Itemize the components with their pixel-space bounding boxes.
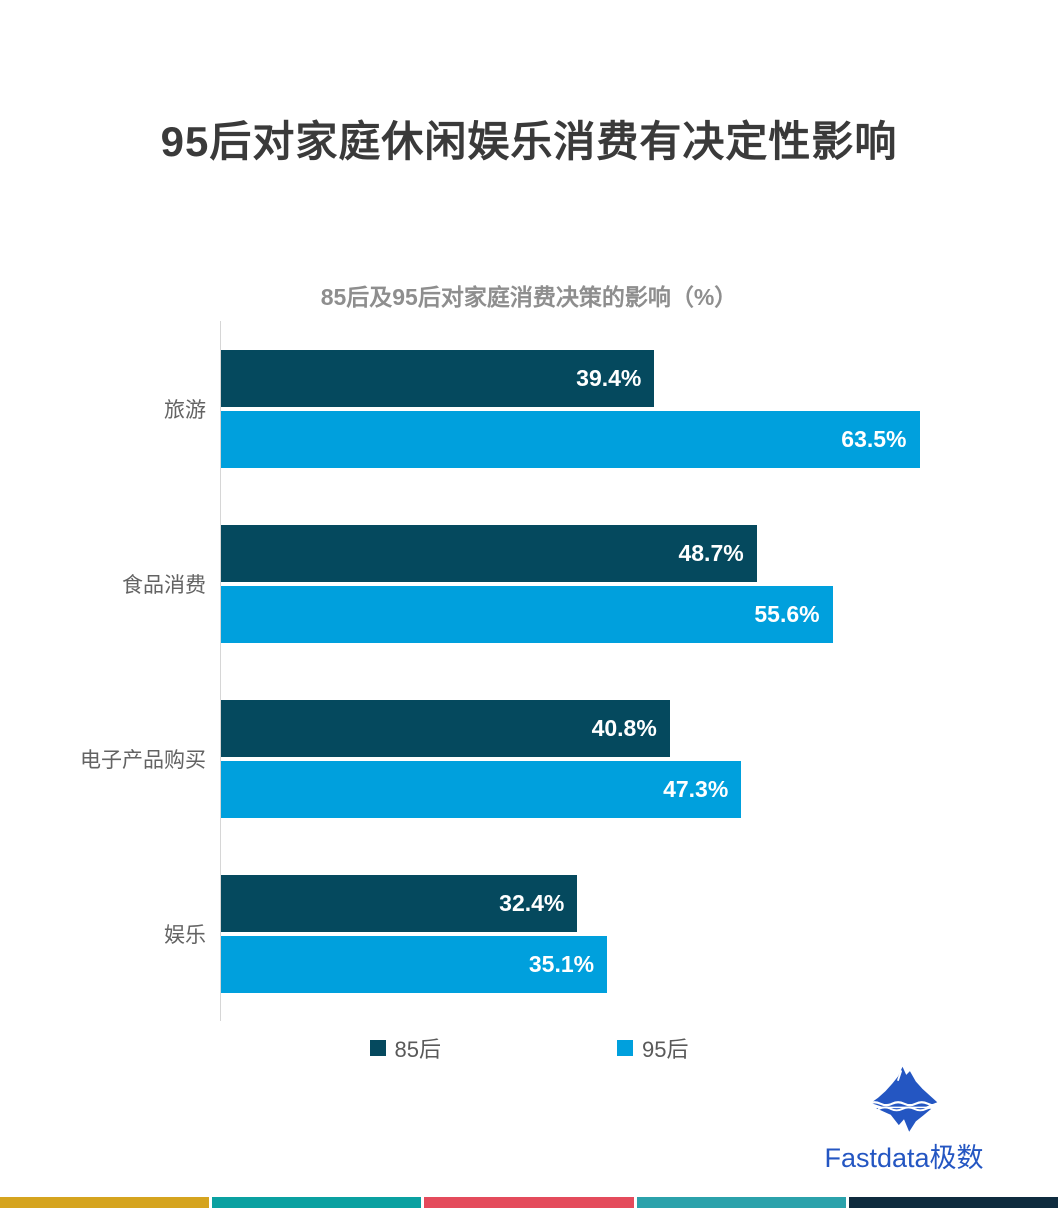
brand-logo: Fastdata极数 bbox=[818, 1066, 990, 1175]
legend-label: 95后 bbox=[642, 1037, 689, 1062]
bar-value-label: 47.3% bbox=[663, 775, 729, 802]
bar-value-label: 35.1% bbox=[528, 950, 595, 977]
footer-bar-segment bbox=[424, 1197, 634, 1208]
footer-bar-segment bbox=[848, 1197, 1058, 1208]
bar-value-label: 63.5% bbox=[841, 425, 907, 452]
category-label: 旅游 bbox=[164, 398, 206, 422]
footer-color-bar bbox=[0, 1197, 1058, 1208]
bar-85后: 39.4% bbox=[221, 349, 655, 407]
bar-value-label: 40.8% bbox=[591, 714, 657, 741]
category-label: 食品消费 bbox=[122, 573, 206, 597]
bar-group: 旅游 39.4% 63.5% bbox=[164, 321, 991, 496]
category-label: 娱乐 bbox=[164, 923, 206, 947]
bar-85后: 40.8% bbox=[221, 699, 670, 757]
brand-name: Fastdata极数 bbox=[824, 1143, 984, 1173]
bar-group: 电子产品购买 40.8% 47.3% bbox=[80, 671, 991, 846]
legend-swatch-icon bbox=[369, 1040, 386, 1056]
legend-item-85后: 85后 bbox=[369, 1032, 441, 1064]
chart-legend: 85后 95后 bbox=[0, 1032, 1058, 1064]
bar-value-label: 39.4% bbox=[576, 364, 642, 391]
footer-bar-segment bbox=[0, 1197, 210, 1208]
bar-95后: 55.6% bbox=[221, 585, 833, 643]
legend-label: 85后 bbox=[394, 1037, 441, 1062]
bar-group: 娱乐 32.4% 35.1% bbox=[164, 846, 991, 1021]
bar-95后: 63.5% bbox=[221, 410, 920, 468]
bar-95后: 47.3% bbox=[221, 760, 742, 818]
bar-85后: 32.4% bbox=[221, 874, 578, 932]
bar-85后: 48.7% bbox=[221, 524, 757, 582]
legend-item-95后: 95后 bbox=[617, 1032, 688, 1064]
footer-bar-segment bbox=[212, 1197, 422, 1208]
chart-title: 85后及95后对家庭消费决策的影响（%） bbox=[320, 284, 738, 310]
bar-value-label: 32.4% bbox=[499, 889, 565, 916]
bar-value-label: 55.6% bbox=[754, 600, 820, 627]
legend-swatch-icon bbox=[617, 1040, 633, 1056]
bar-group: 食品消费 48.7% 55.6% bbox=[122, 496, 991, 671]
bar-value-label: 48.7% bbox=[678, 539, 744, 566]
bar-95后: 35.1% bbox=[221, 935, 608, 993]
category-label: 电子产品购买 bbox=[80, 748, 206, 772]
footer-bar-segment bbox=[636, 1197, 846, 1208]
page-title: 95后对家庭休闲娱乐消费有决定性影响 bbox=[160, 118, 898, 165]
plot-area: 旅游 39.4% 63.5% 食品消费 48.7% 55.6% 电子产品购买 40.8% 47.… bbox=[80, 321, 991, 1021]
iceberg-icon bbox=[867, 1066, 941, 1132]
